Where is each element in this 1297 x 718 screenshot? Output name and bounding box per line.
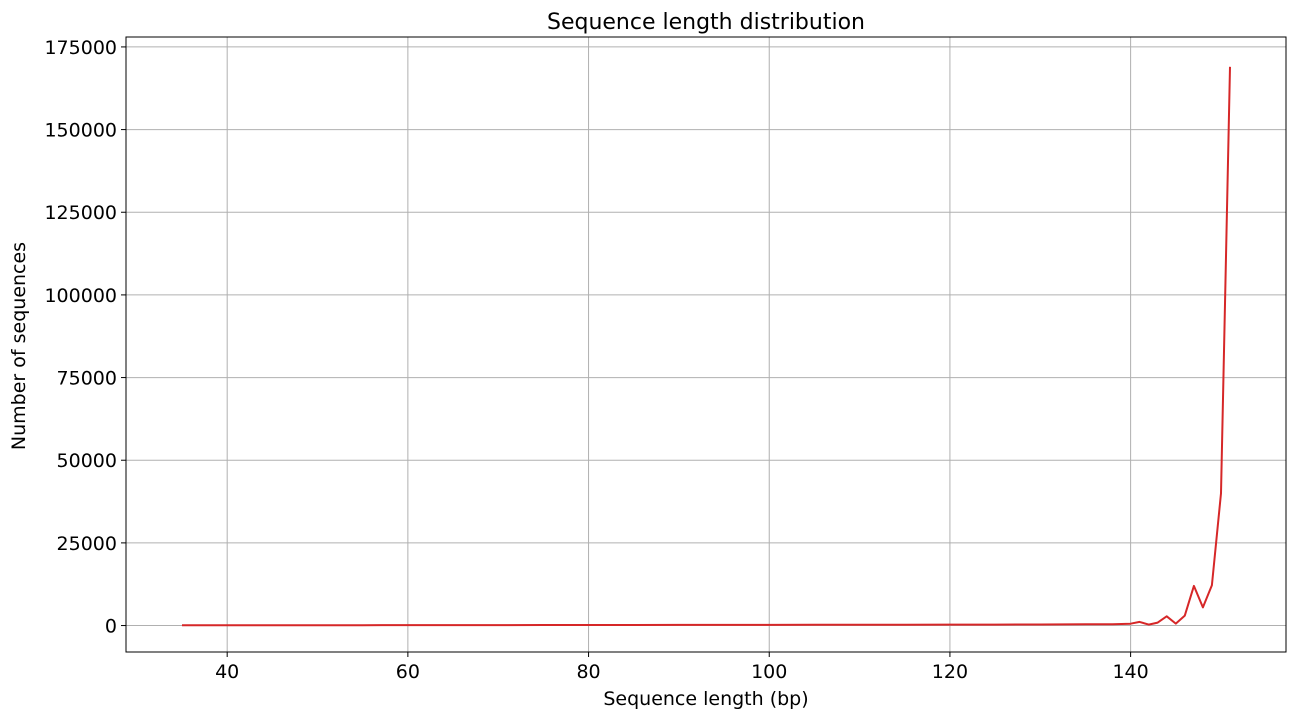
y-tick-label: 175000 — [44, 37, 117, 59]
x-axis-label: Sequence length (bp) — [603, 688, 808, 710]
x-tick-label: 100 — [751, 661, 787, 683]
grid-lines — [126, 37, 1286, 652]
y-tick-label: 50000 — [57, 450, 117, 472]
series-group — [181, 66, 1231, 627]
x-tick-label: 60 — [396, 661, 420, 683]
x-tick-label: 120 — [932, 661, 968, 683]
y-tick-label: 25000 — [57, 533, 117, 555]
series-line — [181, 66, 1231, 627]
x-tick-label: 40 — [215, 661, 239, 683]
x-tick-label: 140 — [1112, 661, 1148, 683]
chart-title: Sequence length distribution — [547, 10, 865, 35]
axis-ticks: 40 60 80 100 120 140 0 25000 50000 75000 100000 125… — [44, 37, 1148, 683]
y-tick-label: 75000 — [57, 368, 117, 390]
y-tick-label: 0 — [105, 616, 117, 638]
x-tick-label: 80 — [576, 661, 600, 683]
y-tick-label: 150000 — [44, 120, 117, 142]
plot-frame — [125, 36, 1287, 653]
y-tick-label: 100000 — [44, 285, 117, 307]
y-axis-label: Number of sequences — [8, 242, 30, 450]
y-tick-label: 125000 — [44, 202, 117, 224]
